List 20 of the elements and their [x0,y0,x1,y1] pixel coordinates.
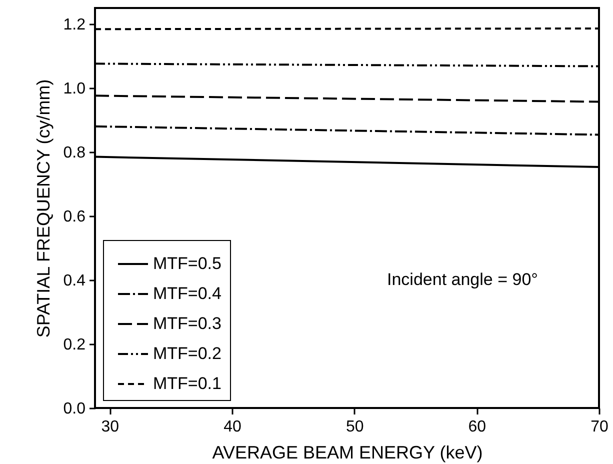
y-tick-label: 0.2 [63,336,86,354]
legend-label: MTF=0.3 [153,314,222,333]
y-tick-label: 0.8 [63,144,86,162]
x-tick-label: 60 [468,418,486,436]
y-tick-label: 1.0 [63,80,86,98]
legend-label: MTF=0.2 [153,344,222,363]
legend-label: MTF=0.4 [153,284,222,303]
y-tick-label: 0.4 [63,272,86,290]
legend-label: MTF=0.1 [153,374,222,393]
y-tick-label: 1.2 [63,16,86,34]
x-tick-label: 70 [590,418,608,436]
x-tick-label: 30 [101,418,120,436]
y-tick-label: 0.0 [63,400,86,418]
x-axis-title: AVERAGE BEAM ENERGY (keV) [212,442,483,462]
legend-label: MTF=0.5 [153,254,222,273]
annotation: Incident angle = 90° [387,270,538,289]
x-tick-label: 40 [224,418,242,436]
x-tick-label: 50 [346,418,364,436]
y-axis-title: SPATIAL FREQUENCY (cy/mm) [33,79,54,338]
y-tick-label: 0.6 [63,208,86,226]
